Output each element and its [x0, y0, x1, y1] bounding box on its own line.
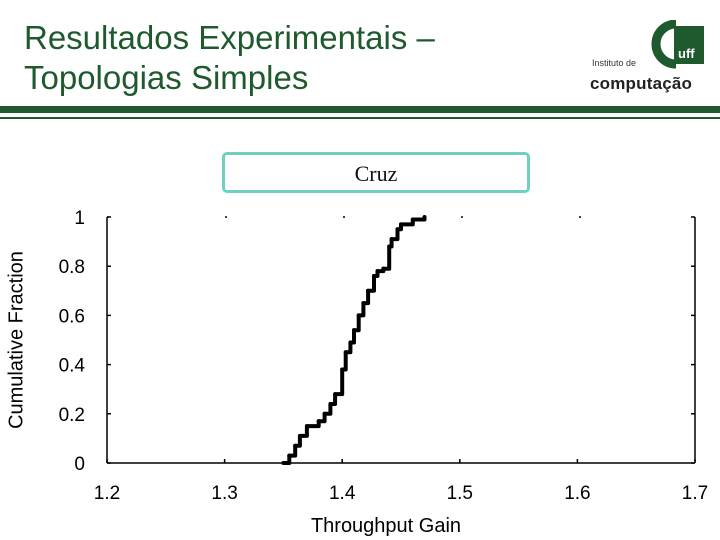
cdf-data-point [343, 350, 348, 355]
cdf-data-point [361, 301, 366, 306]
series-layer [281, 215, 427, 465]
x-tick-label: 1.4 [329, 483, 356, 504]
cdf-data-point [328, 401, 333, 406]
y-tick-label: 0.6 [59, 306, 85, 327]
y-tick-label: 0.8 [59, 257, 85, 278]
y-tick-label: 0.2 [59, 405, 85, 426]
header-rule-thin [0, 117, 720, 119]
cdf-data-point [351, 328, 356, 333]
cdf-data-point [356, 313, 361, 318]
x-tick-label: 1.3 [211, 483, 237, 504]
y-tick-label: 1 [74, 208, 85, 229]
slide-title: Resultados Experimentais – Topologias Si… [24, 18, 564, 98]
cdf-data-point [293, 443, 298, 448]
cdf-chart: 1.2 1.3 1.4 1.5 1.6 1.7 0 0.2 0.4 0.6 0.8 1 Cumulat… [5, 208, 709, 537]
cdf-data-point [304, 424, 309, 429]
uff-logo-mark: uff [651, 20, 704, 69]
cdf-data-point [381, 266, 386, 271]
y-axis-label: Cumulative Fraction [5, 251, 27, 429]
cdf-data-point [375, 269, 380, 274]
cdf-data-point [287, 453, 292, 458]
header-rule-thick [0, 106, 720, 113]
cdf-data-point [322, 411, 327, 416]
x-tick-label: 1.5 [447, 483, 473, 504]
x-tick-label: 1.7 [682, 483, 708, 504]
cdf-data-point [316, 419, 321, 424]
cdf-data-point [371, 274, 376, 279]
cdf-data-point [389, 237, 394, 242]
cdf-data-point [410, 217, 415, 222]
cdf-data-point [395, 227, 400, 232]
axes [106, 216, 696, 464]
slide-title-line-1: Resultados Experimentais – [24, 19, 435, 56]
cdf-data-point [422, 215, 427, 219]
x-tick-label: 1.6 [564, 483, 590, 504]
logo-prefix: Instituto de [592, 58, 637, 68]
logo-mark-text: uff [678, 46, 695, 61]
ticks: 1.2 1.3 1.4 1.5 1.6 1.7 0 0.2 0.4 0.6 0.8 1 [59, 208, 709, 504]
y-tick-label: 0.4 [59, 356, 86, 377]
cdf-data-point [333, 392, 338, 397]
cdf-series-line [283, 217, 427, 465]
chart-title-box: Cruz [222, 152, 530, 193]
logo-name: computação [590, 74, 693, 93]
x-tick-label: 1.2 [94, 483, 120, 504]
chart-title: Cruz [354, 161, 398, 186]
institute-logo: uff Instituto de computação [582, 16, 710, 100]
cdf-data-point [340, 367, 345, 372]
y-tick-label: 0 [74, 454, 85, 475]
cdf-data-point [297, 433, 302, 438]
cdf-data-point [399, 222, 403, 227]
cdf-data-point [387, 244, 392, 249]
cdf-data-point [348, 340, 353, 345]
cdf-data-point [366, 288, 371, 293]
cdf-data-point [281, 461, 286, 465]
slide-title-line-2: Topologias Simples [24, 59, 309, 96]
x-axis-label: Throughput Gain [311, 515, 461, 537]
